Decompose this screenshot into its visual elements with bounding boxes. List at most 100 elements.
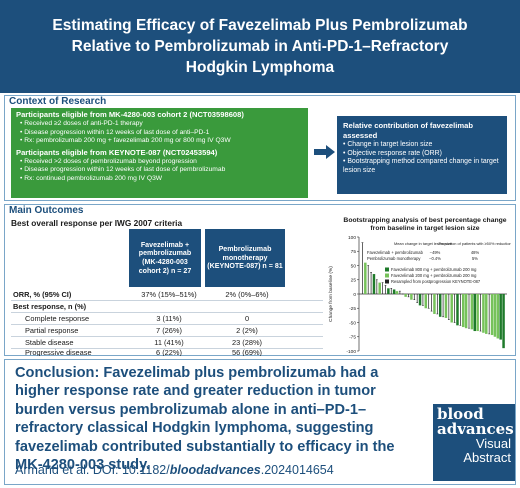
bar-favezelimab-200 bbox=[378, 282, 381, 294]
page-title: Estimating Efficacy of Favezelimab Plus … bbox=[52, 15, 467, 78]
title-line-1: Estimating Efficacy of Favezelimab Plus … bbox=[52, 17, 468, 34]
context-heading: Context of Research bbox=[9, 96, 107, 107]
title-banner: Estimating Efficacy of Favezelimab Plus … bbox=[0, 0, 520, 93]
bar-favezelimab-200 bbox=[482, 294, 485, 333]
table-row: Progressive disease 6 (22%) 56 (69%) bbox=[11, 349, 323, 356]
row-label: Best response, n (%) bbox=[13, 302, 87, 311]
bar-resampled bbox=[480, 294, 481, 332]
stats-header-proportion: Proportion of patients with ≥50% reducti… bbox=[438, 241, 511, 246]
bar-favezelimab-200 bbox=[395, 291, 399, 294]
citation-prefix: Armand et al. DOI: 10.1182/ bbox=[15, 463, 170, 477]
bar-resampled bbox=[376, 279, 378, 294]
context-section: Context of Research Participants eligibl… bbox=[4, 95, 516, 201]
bar-resampled bbox=[436, 294, 438, 314]
row-label: Progressive disease bbox=[25, 349, 92, 356]
bar-favezelimab-200 bbox=[364, 262, 367, 294]
relative-contribution-box: Relative contribution of favezelimab ass… bbox=[337, 116, 507, 194]
title-line-3: Hodgkin Lymphoma bbox=[185, 59, 335, 76]
cell-pembrolizumab: 0 bbox=[244, 314, 250, 323]
bar-resampled bbox=[362, 242, 363, 294]
chart-title: Bootstrapping analysis of best percentag… bbox=[343, 217, 507, 233]
row-label: Complete response bbox=[25, 314, 90, 323]
bar-favezelimab-200 bbox=[462, 294, 465, 328]
bar-favezelimab-200 bbox=[450, 294, 453, 323]
bar-favezelimab-200 bbox=[493, 294, 497, 337]
bar-resampled bbox=[390, 288, 392, 294]
bar-favezelimab-200 bbox=[444, 294, 448, 318]
bar-favezelimab-200 bbox=[424, 294, 428, 309]
cell-favezelimab: 11 (41%) bbox=[154, 338, 184, 347]
bar-resampled bbox=[428, 294, 430, 309]
outcomes-section: Main Outcomes Best overall response per … bbox=[4, 204, 516, 356]
bar-resampled bbox=[367, 265, 369, 294]
y-tick-label: 0 bbox=[353, 292, 356, 298]
cell-pembrolizumab: 23 (28%) bbox=[232, 338, 262, 347]
citation: Armand et al. DOI: 10.1182/bloodadvances… bbox=[15, 463, 334, 477]
logo-word-visual: Visual bbox=[475, 436, 511, 451]
relative-bullet: Objective response rate (ORR) bbox=[343, 150, 501, 159]
bar-resampled bbox=[488, 294, 490, 334]
table-row: ORR, % (95% CI) 37% (15%–51%) 2% (0%–6%) bbox=[11, 289, 323, 301]
table-header-pembrolizumab: Pembrolizumab monotherapy (KEYNOTE-087) … bbox=[205, 229, 285, 287]
conclusion-text: Conclusion: Favezelimab plus pembrolizum… bbox=[15, 364, 425, 474]
stats-row-proportion: 48% bbox=[471, 250, 480, 255]
logo-word-blood: blood bbox=[437, 405, 484, 423]
bar-favezelimab-200 bbox=[410, 294, 413, 300]
bar-favezelimab-800 bbox=[438, 294, 442, 317]
bar-resampled bbox=[382, 282, 383, 294]
bar-favezelimab-200 bbox=[464, 294, 468, 329]
bar-resampled bbox=[460, 294, 461, 326]
bar-favezelimab-800 bbox=[418, 294, 422, 306]
cell-favezelimab: 6 (22%) bbox=[156, 349, 182, 356]
participant-bullet: Received ≥2 doses of anti-PD-1 therapy bbox=[16, 120, 303, 129]
table-row: Partial response 7 (26%) 2 (2%) bbox=[11, 325, 323, 337]
participant-group-title: Participants eligible from MK-4280-003 c… bbox=[16, 110, 244, 119]
bar-favezelimab-800 bbox=[372, 274, 376, 294]
stats-header-mean: Mean change in target lesion size bbox=[394, 241, 452, 246]
right-arrow-icon bbox=[314, 145, 335, 159]
participant-bullet: Rx: pembrolizumab 200 mg + favezelimab 2… bbox=[16, 137, 303, 146]
y-tick-label: 75 bbox=[351, 249, 357, 255]
table-row: Best response, n (%) bbox=[11, 301, 323, 313]
bar-resampled bbox=[442, 294, 444, 317]
bar-resampled bbox=[413, 294, 415, 300]
relative-bullet: Change in target lesion size bbox=[343, 141, 501, 150]
stats-row-mean: −0.4% bbox=[429, 256, 441, 261]
bar-resampled bbox=[385, 285, 386, 294]
participant-group-mk4280: Participants eligible from MK-4280-003 c… bbox=[16, 110, 303, 146]
legend-swatch bbox=[385, 267, 389, 272]
outcomes-heading: Main Outcomes bbox=[9, 205, 84, 216]
participant-group-keynote087: Participants eligible from KEYNOTE-087 (… bbox=[16, 148, 303, 184]
bar-favezelimab-200 bbox=[404, 294, 407, 297]
table-title: Best overall response per IWG 2007 crite… bbox=[11, 218, 183, 228]
y-tick-label: -50 bbox=[349, 320, 356, 326]
cell-pembrolizumab: 56 (69%) bbox=[232, 349, 262, 356]
bar-resampled bbox=[399, 291, 401, 294]
bar-favezelimab-200 bbox=[470, 294, 474, 330]
bar-favezelimab-800 bbox=[499, 294, 502, 340]
bar-resampled bbox=[448, 294, 450, 320]
citation-journal: bloodadvances bbox=[169, 463, 261, 477]
bar-favezelimab-800 bbox=[473, 294, 476, 332]
y-tick-label: 100 bbox=[348, 235, 356, 241]
participant-bullet: Received >2 doses of pembrolizumab beyon… bbox=[16, 158, 303, 167]
legend-label: Favezelimab 800 mg + pembrolizumab 200 m… bbox=[391, 267, 477, 272]
participants-box: Participants eligible from MK-4280-003 c… bbox=[11, 108, 308, 198]
bar-favezelimab-800 bbox=[502, 294, 505, 349]
legend-label: Favezelimab 200 mg + pembrolizumab 200 m… bbox=[391, 273, 477, 278]
participant-group-title: Participants eligible from KEYNOTE-087 (… bbox=[16, 147, 218, 157]
bar-favezelimab-200 bbox=[485, 294, 488, 334]
bar-favezelimab-200 bbox=[490, 294, 494, 336]
citation-suffix: .2024014654 bbox=[260, 463, 334, 477]
row-label: Stable disease bbox=[25, 338, 74, 347]
y-tick-label: -75 bbox=[349, 335, 356, 341]
legend-swatch bbox=[385, 273, 389, 278]
stats-row-proportion: 5% bbox=[472, 256, 478, 261]
bar-favezelimab-200 bbox=[433, 294, 436, 314]
bar-favezelimab-800 bbox=[392, 289, 396, 294]
y-tick-label: -25 bbox=[349, 306, 356, 312]
y-tick-label: 25 bbox=[351, 278, 357, 284]
bar-favezelimab-200 bbox=[476, 294, 479, 332]
stats-row-label: Pembrolizumab monotherapy bbox=[367, 256, 421, 261]
bar-favezelimab-800 bbox=[387, 288, 390, 294]
